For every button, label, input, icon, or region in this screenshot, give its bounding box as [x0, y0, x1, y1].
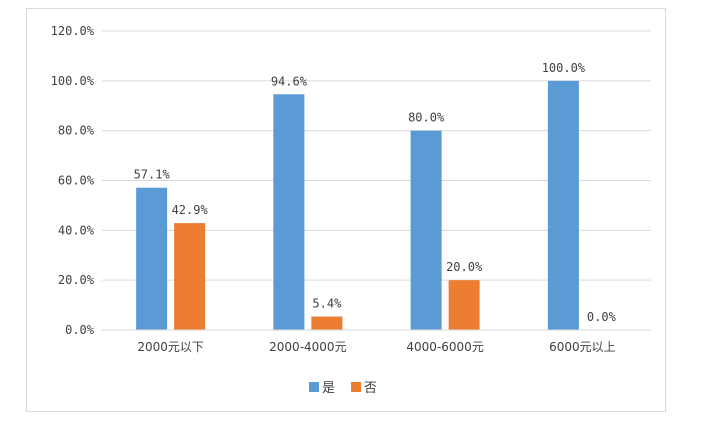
x-category-label: 2000元以下	[137, 340, 204, 354]
x-category-label: 2000-4000元	[269, 340, 346, 354]
bar-yes	[547, 80, 579, 330]
bar-no	[311, 316, 343, 330]
legend-swatch	[351, 382, 361, 392]
y-tick-label: 80.0%	[58, 124, 95, 138]
y-tick-label: 100.0%	[51, 74, 95, 88]
bars	[136, 80, 579, 330]
axes: 0.0% 20.0% 40.0% 60.0% 80.0% 100.0% 120.0% 2000…	[51, 24, 651, 354]
legend-label: 是	[322, 381, 335, 396]
x-category-label: 4000-6000元	[406, 340, 483, 354]
y-tick-label: 60.0%	[58, 174, 95, 188]
data-label: 57.1%	[134, 168, 171, 182]
chart-frame: 0.0% 20.0% 40.0% 60.0% 80.0% 100.0% 120.0% 2000…	[26, 8, 666, 412]
bar-yes	[136, 187, 168, 330]
y-tick-label: 40.0%	[58, 223, 95, 237]
data-label: 20.0%	[446, 260, 483, 274]
labels: 57.1% 42.9% 94.6% 5.4% 80.0% 20.0% 100.0% 0.0%	[134, 61, 617, 324]
data-label: 100.0%	[542, 61, 586, 75]
data-label: 5.4%	[312, 297, 342, 311]
bar-no	[448, 280, 480, 330]
bar-yes	[273, 94, 305, 330]
legend: 是否	[309, 381, 377, 396]
bar-chart: 0.0% 20.0% 40.0% 60.0% 80.0% 100.0% 120.0% 2000…	[51, 24, 651, 396]
data-label: 80.0%	[408, 111, 445, 125]
data-label: 42.9%	[172, 203, 209, 217]
data-label: 94.6%	[271, 74, 308, 88]
y-tick-label: 120.0%	[51, 24, 95, 38]
legend-swatch	[309, 382, 319, 392]
bar-yes	[410, 130, 442, 330]
data-label: 0.0%	[587, 310, 617, 324]
y-tick-label: 0.0%	[65, 323, 95, 337]
x-category-label: 6000元以上	[549, 340, 616, 354]
legend-label: 否	[364, 381, 377, 396]
bar-no	[174, 223, 206, 330]
y-tick-label: 20.0%	[58, 273, 95, 287]
